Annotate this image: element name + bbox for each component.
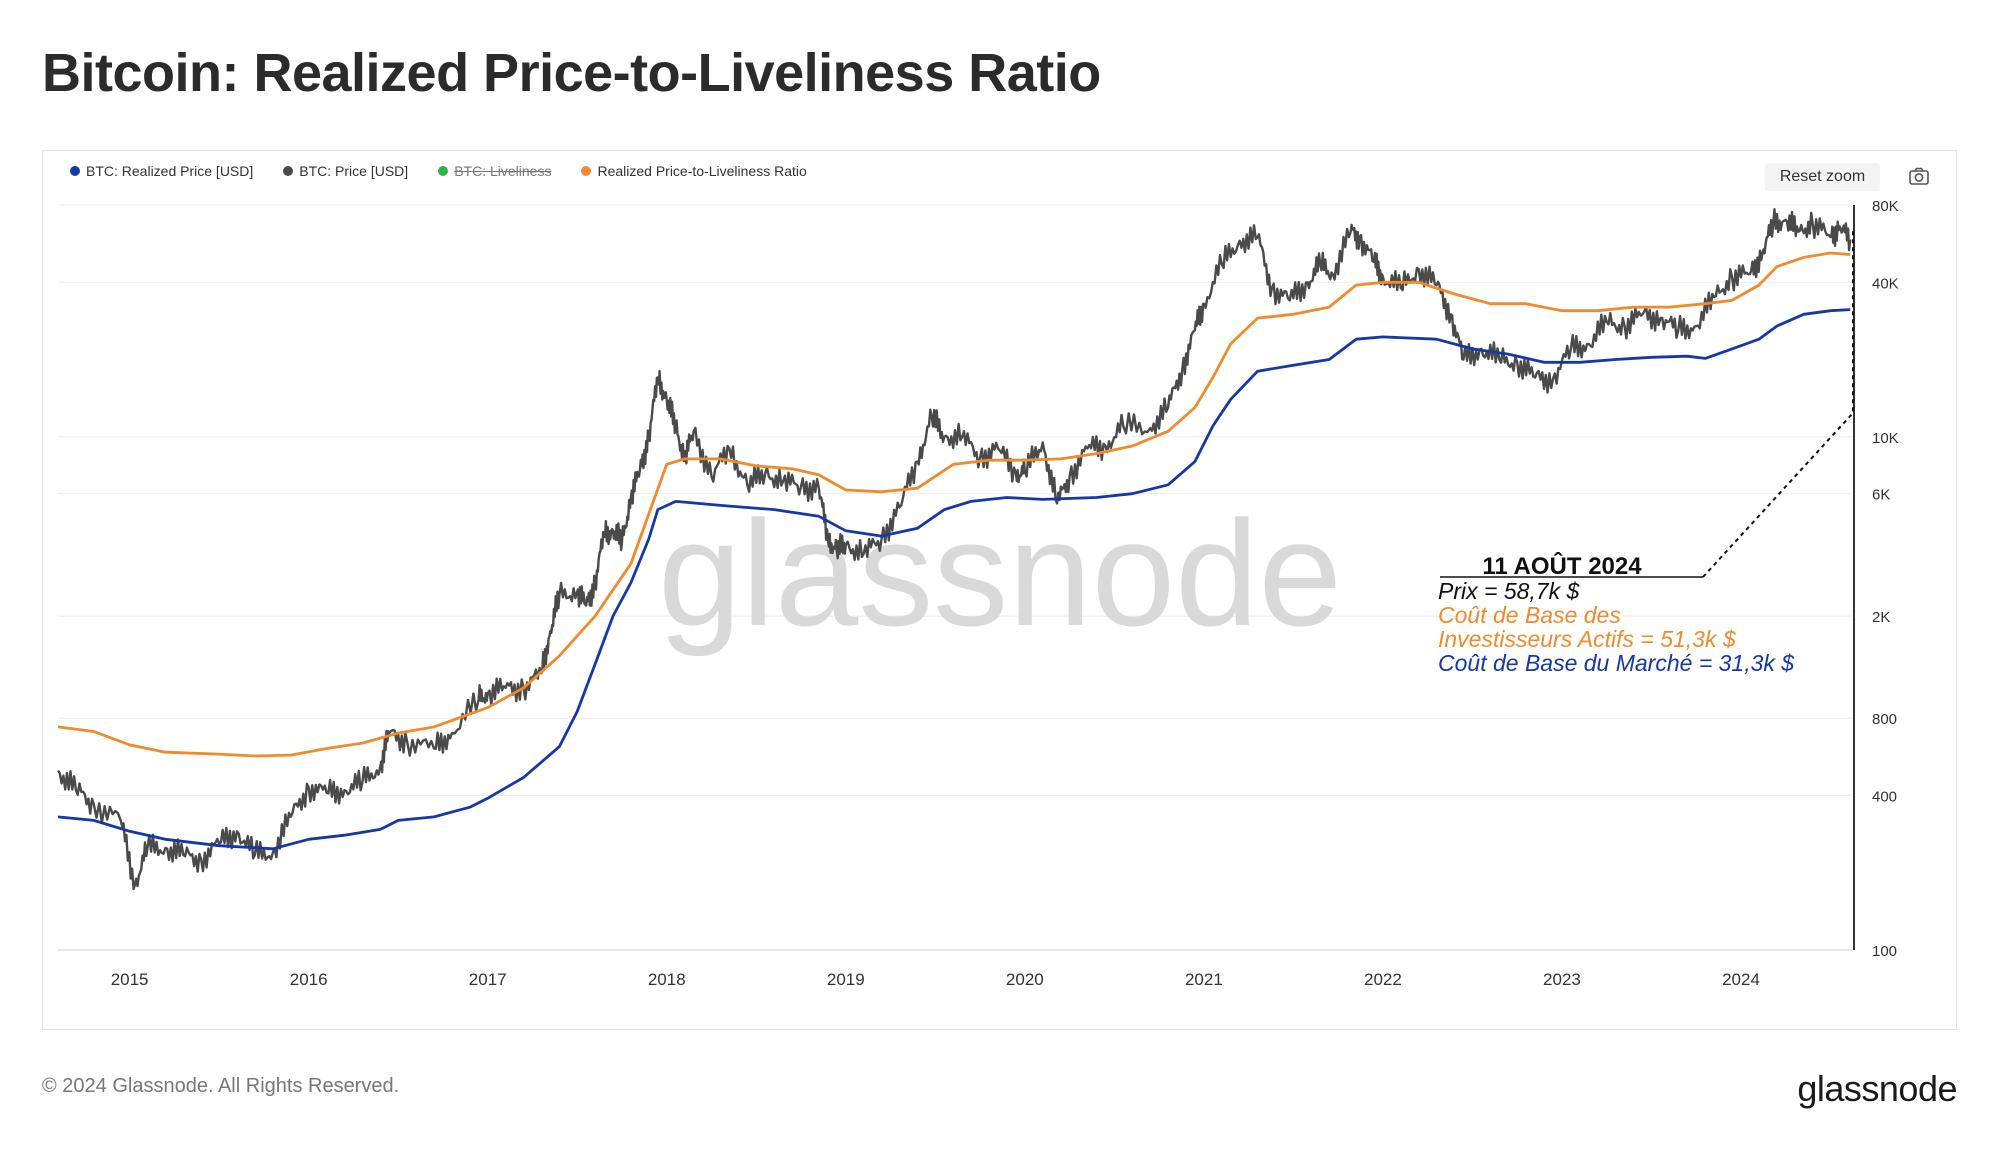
- x-tick-label: 2017: [469, 970, 507, 989]
- legend-item-ratio[interactable]: Realized Price-to-Liveliness Ratio: [581, 163, 807, 179]
- x-tick-label: 2023: [1543, 970, 1581, 989]
- y-tick-label: 10K: [1872, 430, 1899, 447]
- legend-dot: [581, 166, 592, 176]
- annotation-price: Prix = 58,7k $: [1438, 578, 1580, 604]
- annotation-leader: [1702, 228, 1854, 578]
- y-tick-label: 40K: [1872, 275, 1899, 292]
- y-tick-label: 80K: [1872, 198, 1899, 215]
- x-tick-label: 2022: [1364, 970, 1402, 989]
- reset-zoom-button[interactable]: Reset zoom: [1765, 163, 1880, 191]
- x-tick-label: 2019: [827, 970, 865, 989]
- x-tick-label: 2020: [1006, 970, 1044, 989]
- legend-label: Realized Price-to-Liveliness Ratio: [597, 163, 807, 179]
- legend-item-price[interactable]: BTC: Price [USD]: [283, 163, 408, 179]
- legend-label: BTC: Price [USD]: [299, 163, 409, 179]
- watermark: glassnode: [658, 489, 1342, 657]
- x-tick-label: 2024: [1722, 970, 1760, 989]
- copyright: © 2024 Glassnode. All Rights Reserved.: [42, 1075, 400, 1097]
- y-tick-label: 6K: [1872, 487, 1890, 504]
- page-title: Bitcoin: Realized Price-to-Liveliness Ra…: [42, 43, 1101, 103]
- glassnode-logo: glassnode: [1797, 1068, 1957, 1109]
- annotation-active-line1: Coût de Base des: [1438, 602, 1621, 628]
- annotation-date: 11 AOÛT 2024: [1482, 552, 1642, 580]
- annotation-market: Coût de Base du Marché = 31,3k $: [1438, 650, 1795, 676]
- y-tick-label: 2K: [1872, 609, 1890, 626]
- camera-icon[interactable]: [1908, 165, 1930, 187]
- series-line-realized-price-to-liveliness-ratio: [57, 251, 1851, 758]
- y-tick-label: 400: [1872, 788, 1897, 805]
- legend-item-liveliness[interactable]: BTC: Liveliness: [438, 163, 551, 179]
- x-tick-label: 2015: [111, 970, 149, 989]
- legend-dot: [70, 166, 80, 176]
- chart-frame: [42, 150, 1957, 1030]
- x-tick-label: 2016: [290, 970, 328, 989]
- legend-item-realized-price[interactable]: BTC: Realized Price [USD]: [70, 163, 253, 179]
- legend-label: BTC: Realized Price [USD]: [86, 163, 254, 179]
- legend: BTC: Realized Price [USD] BTC: Price [US…: [70, 163, 807, 179]
- y-tick-label: 100: [1872, 943, 1897, 960]
- legend-dot: [283, 166, 294, 176]
- legend-dot: [438, 166, 449, 176]
- x-tick-label: 2021: [1185, 970, 1223, 989]
- annotation-active-line2: Investisseurs Actifs = 51,3k $: [1438, 626, 1737, 652]
- series-line-btc-realized-price-usd: [57, 308, 1851, 851]
- y-tick-label: 800: [1872, 711, 1897, 728]
- x-tick-label: 2018: [648, 970, 686, 989]
- legend-label: BTC: Liveliness: [454, 163, 552, 179]
